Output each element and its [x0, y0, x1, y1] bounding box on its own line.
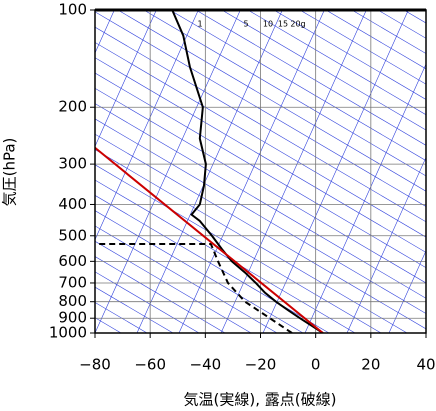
adiabat-line [95, 103, 426, 299]
y-tick-label: 500 [58, 226, 87, 244]
adiabat-line [95, 225, 278, 333]
adiabat-line [95, 133, 426, 330]
adiabat-line [95, 256, 226, 333]
y-tick-label: 400 [58, 195, 87, 213]
y-tick-label: 300 [58, 155, 87, 173]
adiabat-line [143, 10, 426, 177]
mixing-ratio-line [262, 10, 409, 333]
adiabat-line [221, 10, 426, 131]
mixing-ratio-label: 1 [197, 20, 202, 29]
x-tick-label: 20 [361, 356, 380, 374]
adiabat-line [95, 195, 330, 333]
profile-line [95, 242, 293, 333]
mixing-ratio-line [136, 10, 283, 333]
mixing-ratio-line [95, 10, 157, 148]
adiabat-line [273, 10, 426, 100]
x-tick-label: −60 [134, 356, 166, 374]
y-tick-label: 200 [58, 98, 87, 116]
adiabat-line [117, 10, 426, 192]
adiabat-line [95, 164, 382, 333]
adiabat-line [195, 10, 426, 146]
adiabat-line [299, 10, 426, 85]
y-tick-label: 100 [58, 1, 87, 19]
mixing-ratio-line [178, 10, 325, 333]
mixing-ratio-label: 15 [278, 20, 288, 29]
x-tick-label: −40 [190, 356, 222, 374]
x-tick-label: 40 [416, 356, 435, 374]
mixing-ratio-line [304, 63, 426, 333]
adiabat-line [95, 57, 426, 253]
profile-line [95, 146, 324, 333]
y-tick-label: 800 [58, 292, 87, 310]
profile-line [171, 10, 324, 333]
adiabat-line [95, 240, 252, 333]
adiabat-line [95, 118, 426, 314]
x-tick-label: −20 [245, 356, 277, 374]
mixing-ratio-label: 10 [263, 20, 273, 29]
adiabat-line [95, 11, 426, 207]
x-axis-label: 気温(実線), 露点(破線) [184, 391, 337, 409]
y-tick-label: 1000 [49, 324, 87, 342]
x-tick-label: −80 [79, 356, 111, 374]
y-tick-label: 900 [58, 309, 87, 327]
y-axis-label: 気圧(hPa) [1, 138, 19, 207]
adiabat-line [95, 87, 426, 284]
adiabat-line [95, 179, 356, 333]
mixing-ratio-line [346, 156, 426, 333]
adiabat-line [169, 10, 426, 161]
mixing-ratio-line [388, 250, 426, 333]
adiabat-line [325, 10, 426, 70]
profiles [95, 10, 324, 333]
adiabat-line [351, 10, 426, 54]
adiabat-line [95, 271, 200, 333]
mixing-ratio-label: 20g [290, 20, 305, 29]
adiabat-line [95, 210, 304, 333]
adiabat-line [430, 10, 436, 333]
mixing-ratio-line [431, 10, 436, 333]
y-tick-label: 700 [58, 273, 87, 291]
mixing-ratio-line [220, 10, 367, 333]
mixing-ratio-line [95, 10, 241, 333]
adiabat-line [95, 42, 426, 238]
x-tick-label: 0 [311, 356, 321, 374]
adiabat-line [247, 10, 426, 116]
adiabat-line [95, 72, 426, 269]
y-tick-label: 600 [58, 252, 87, 270]
adiabat-line [95, 26, 426, 223]
mixing-ratio-label: 5 [243, 20, 248, 29]
